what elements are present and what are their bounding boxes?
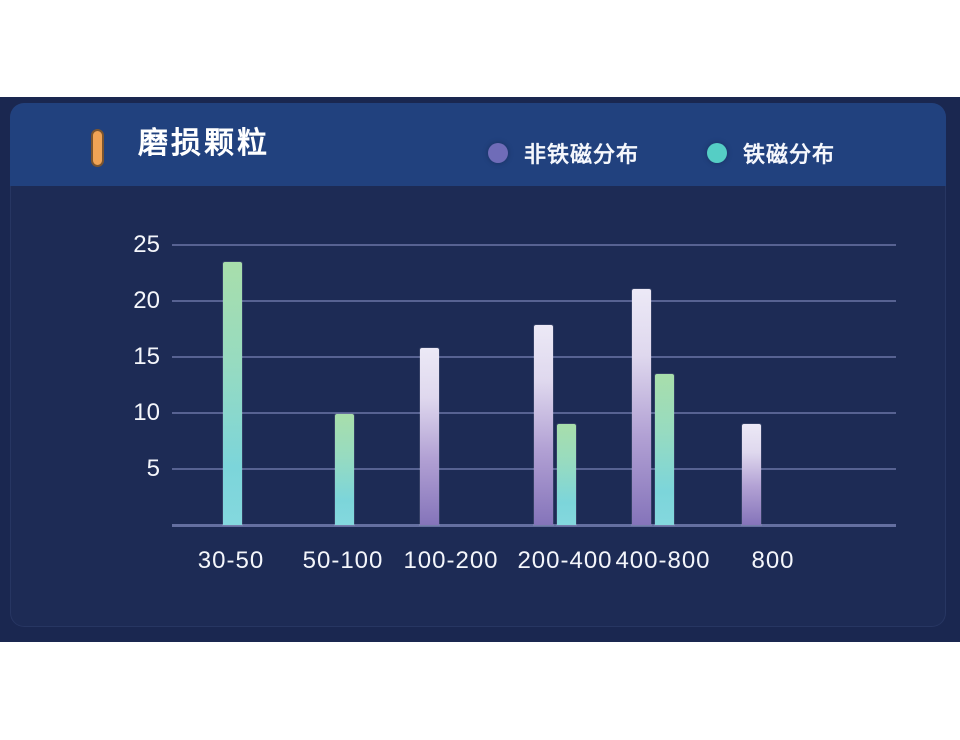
legend-dot-ferromagnetic-icon bbox=[707, 143, 727, 163]
y-axis-tick-15: 15 bbox=[133, 343, 160, 370]
gridline-y-20 bbox=[172, 300, 896, 302]
bar-nonferromagnetic-800[interactable] bbox=[742, 424, 761, 525]
bar-ferromagnetic-30-50[interactable] bbox=[223, 261, 242, 525]
panel-body: 磨损颗粒 非铁磁分布 铁磁分布 5 10 15 20 25 30-50 50-100 100-… bbox=[10, 103, 946, 627]
legend-dot-nonferromagnetic-icon bbox=[488, 143, 508, 163]
bar-nonferromagnetic-100-200[interactable] bbox=[420, 348, 439, 525]
x-axis-label-30-50: 30-50 bbox=[197, 547, 265, 574]
bar-nonferromagnetic-200-400[interactable] bbox=[534, 324, 553, 525]
x-axis-label-200-400: 200-400 bbox=[517, 547, 613, 574]
bar-ferromagnetic-400-800[interactable] bbox=[655, 373, 674, 525]
x-axis-line bbox=[172, 524, 896, 527]
y-axis-tick-20: 20 bbox=[133, 287, 160, 314]
wear-particles-panel: 磨损颗粒 非铁磁分布 铁磁分布 5 10 15 20 25 30-50 50-100 100-… bbox=[0, 97, 960, 642]
title-accent-pill-icon bbox=[91, 129, 104, 167]
legend-label-nonferromagnetic: 非铁磁分布 bbox=[524, 142, 640, 167]
panel-title: 磨损颗粒 bbox=[138, 127, 270, 160]
gridline-y-25 bbox=[172, 244, 896, 246]
bar-ferromagnetic-200-400[interactable] bbox=[557, 424, 576, 525]
legend-label-ferromagnetic: 铁磁分布 bbox=[743, 142, 836, 167]
x-axis-label-50-100: 50-100 bbox=[302, 547, 384, 574]
legend-item-ferromagnetic[interactable]: 铁磁分布 bbox=[707, 139, 835, 167]
bar-nonferromagnetic-400-800[interactable] bbox=[632, 288, 651, 525]
x-axis-label-800: 800 bbox=[751, 547, 795, 574]
y-axis-tick-10: 10 bbox=[133, 399, 160, 426]
bar-chart: 5 10 15 20 25 30-50 50-100 100-200 200-400 400-80… bbox=[10, 186, 946, 627]
x-axis-label-100-200: 100-200 bbox=[403, 547, 499, 574]
y-axis-tick-5: 5 bbox=[146, 455, 160, 482]
bar-ferromagnetic-50-100[interactable] bbox=[335, 414, 354, 525]
y-axis-tick-25: 25 bbox=[133, 231, 160, 258]
x-axis-label-400-800: 400-800 bbox=[615, 547, 711, 574]
legend-item-nonferromagnetic[interactable]: 非铁磁分布 bbox=[488, 139, 639, 167]
panel-header: 磨损颗粒 非铁磁分布 铁磁分布 bbox=[10, 103, 946, 186]
